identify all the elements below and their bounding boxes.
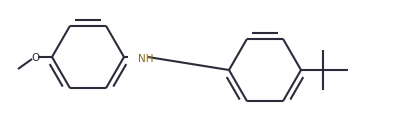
Text: NH: NH	[138, 54, 153, 63]
Text: O: O	[32, 53, 40, 62]
